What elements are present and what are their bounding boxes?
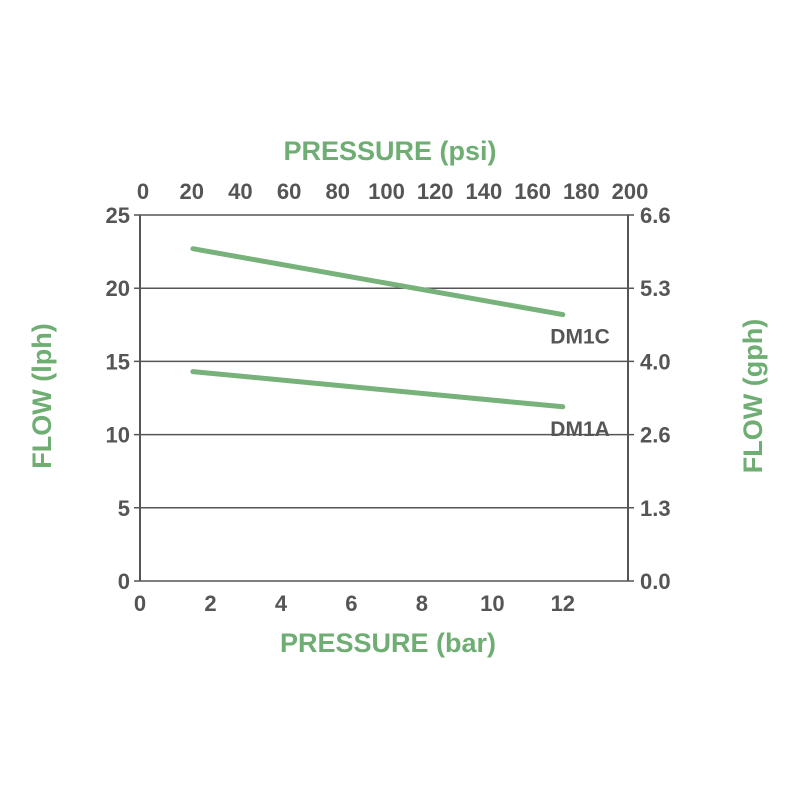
series-line-dm1c bbox=[190, 246, 566, 318]
top-tick-label: 100 bbox=[368, 179, 405, 204]
top-tick-label: 40 bbox=[228, 179, 252, 204]
bottom-tick-label: 4 bbox=[275, 591, 288, 616]
grid-layer bbox=[134, 214, 634, 582]
bottom-tick-label: 2 bbox=[204, 591, 216, 616]
right-tick-label: 0.0 bbox=[640, 569, 671, 594]
series-line-dm1a bbox=[190, 369, 566, 410]
right-tick-label: 5.3 bbox=[640, 276, 671, 301]
top-tick-label: 120 bbox=[417, 179, 454, 204]
left-tick-label: 20 bbox=[106, 276, 130, 301]
right-tick-label: 1.3 bbox=[640, 496, 671, 521]
top-tick-label: 160 bbox=[514, 179, 551, 204]
bottom-tick-label: 10 bbox=[480, 591, 504, 616]
frame-layer bbox=[139, 215, 629, 581]
top-tick-label: 200 bbox=[612, 179, 649, 204]
bottom-tick-label: 12 bbox=[551, 591, 575, 616]
right-tick-label: 4.0 bbox=[640, 349, 671, 374]
top-tick-label: 60 bbox=[277, 179, 301, 204]
series-label-dm1a: DM1A bbox=[550, 418, 610, 441]
bottom-tick-label: 6 bbox=[345, 591, 357, 616]
top-tick-label: 20 bbox=[179, 179, 203, 204]
bottom-tick-label: 0 bbox=[134, 591, 146, 616]
bottom-axis-title: PRESSURE (bar) bbox=[280, 628, 496, 658]
top-tick-label: 140 bbox=[466, 179, 503, 204]
left-tick-label: 0 bbox=[118, 569, 130, 594]
series-label-dm1c: DM1C bbox=[550, 326, 610, 349]
bottom-tick-label: 8 bbox=[416, 591, 428, 616]
left-tick-label: 25 bbox=[106, 203, 130, 228]
left-axis-title: FLOW (lph) bbox=[27, 323, 57, 468]
left-tick-label: 15 bbox=[106, 349, 130, 374]
top-tick-label: 0 bbox=[137, 179, 149, 204]
top-tick-label: 180 bbox=[563, 179, 600, 204]
top-tick-label: 80 bbox=[326, 179, 350, 204]
top-axis-title: PRESSURE (psi) bbox=[283, 136, 496, 166]
right-tick-label: 2.6 bbox=[640, 423, 671, 448]
left-tick-label: 5 bbox=[118, 496, 130, 521]
right-tick-label: 6.6 bbox=[640, 203, 671, 228]
series-layer: DM1C DM1A bbox=[190, 246, 610, 441]
right-axis-title: FLOW (gph) bbox=[738, 319, 768, 473]
left-tick-label: 10 bbox=[106, 423, 130, 448]
